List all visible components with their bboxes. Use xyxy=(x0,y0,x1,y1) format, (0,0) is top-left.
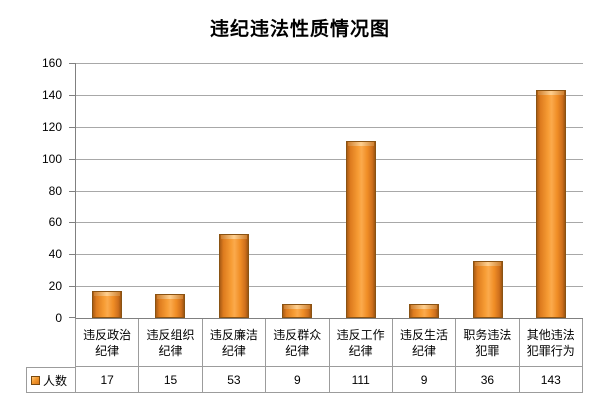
legend-series-swatch-icon xyxy=(31,375,40,385)
bar-top-highlight xyxy=(157,295,183,299)
gridline xyxy=(75,126,583,128)
category-label-line: 犯罪行为 xyxy=(526,343,575,358)
y-axis-tick xyxy=(69,94,75,96)
category-label-line: 纪律 xyxy=(158,343,183,358)
value-cell: 9 xyxy=(393,367,457,392)
category-label-line: 违反工作 xyxy=(336,327,385,342)
category-label-line: 纪律 xyxy=(221,343,246,358)
y-tick-label: 120 xyxy=(41,119,62,134)
value-cell: 111 xyxy=(330,367,393,392)
category-label-line: 违反组织 xyxy=(146,327,195,342)
value-cell: 17 xyxy=(76,367,140,392)
category-label-row: 违反政治 纪律 违反组织 纪律 违反廉洁 纪律 违反群众 纪律 违反工作 纪律 违反生活 纪律 职务违法… xyxy=(75,318,583,367)
bar-top-highlight xyxy=(475,262,501,266)
bar xyxy=(536,90,566,318)
category-label-line: 其他违法 xyxy=(526,327,575,342)
bar xyxy=(473,261,503,318)
y-axis-tick xyxy=(69,126,75,128)
category-label-line: 违反廉洁 xyxy=(209,327,258,342)
category-cell: 违反廉洁 纪律 xyxy=(203,319,267,366)
legend: 人数 xyxy=(26,367,76,393)
y-axis-tick xyxy=(69,317,75,318)
y-axis-tick xyxy=(69,190,75,192)
category-cell: 违反群众 纪律 xyxy=(266,319,330,366)
y-tick-label: 40 xyxy=(48,247,62,262)
bar-top-highlight xyxy=(538,91,564,95)
category-label-line: 违反群众 xyxy=(273,327,322,342)
category-label-line: 犯罪 xyxy=(475,343,500,358)
gridline xyxy=(75,158,583,160)
y-axis-tick xyxy=(69,63,75,64)
bar-top-highlight xyxy=(94,292,120,296)
bar xyxy=(346,141,376,318)
category-label-line: 纪律 xyxy=(348,343,373,358)
y-tick-label: 60 xyxy=(48,215,62,230)
value-cell: 15 xyxy=(139,367,203,392)
category-label-line: 纪律 xyxy=(95,343,120,358)
category-label-line: 职务违法 xyxy=(463,327,512,342)
y-axis-tick xyxy=(69,254,75,256)
plot-area xyxy=(69,63,583,318)
y-tick-label: 80 xyxy=(48,183,62,198)
category-label-line: 违反生活 xyxy=(400,327,449,342)
gridline xyxy=(75,222,583,224)
category-cell: 违反工作 纪律 xyxy=(330,319,393,366)
bar xyxy=(219,234,249,318)
bar xyxy=(92,291,122,318)
y-axis-tick xyxy=(69,222,75,224)
y-tick-label: 160 xyxy=(41,56,62,70)
gridline xyxy=(75,63,583,64)
chart-title: 违纪违法性质情况图 xyxy=(209,19,390,40)
value-cell: 36 xyxy=(456,367,520,392)
value-cell: 53 xyxy=(203,367,267,392)
legend-series-label: 人数 xyxy=(43,373,68,388)
category-cell: 违反组织 纪律 xyxy=(139,319,203,366)
category-cell: 违反生活 纪律 xyxy=(393,319,457,366)
gridline xyxy=(75,94,583,96)
y-tick-label: 100 xyxy=(41,151,62,166)
gridline xyxy=(75,190,583,192)
category-cell: 违反政治 纪律 xyxy=(76,319,140,366)
value-row: 17 15 53 9 111 9 36 143 xyxy=(75,367,583,393)
y-axis-tick xyxy=(69,158,75,160)
bar xyxy=(155,294,185,318)
category-cell: 其他违法 犯罪行为 xyxy=(520,319,583,366)
bar-top-highlight xyxy=(348,142,374,146)
gridline xyxy=(75,254,583,256)
category-label-line: 违反政治 xyxy=(83,327,132,342)
gridline xyxy=(75,286,583,288)
bar xyxy=(409,304,439,318)
value-cell: 143 xyxy=(520,367,583,392)
bar-top-highlight xyxy=(284,305,310,309)
bar-top-highlight xyxy=(411,305,437,309)
bar-top-highlight xyxy=(221,235,247,239)
y-axis-line xyxy=(75,63,76,318)
y-axis-tick xyxy=(69,286,75,288)
bar xyxy=(282,304,312,318)
y-tick-label: 20 xyxy=(48,279,62,294)
category-label-line: 纪律 xyxy=(412,343,437,358)
value-cell: 9 xyxy=(266,367,330,392)
category-label-line: 纪律 xyxy=(285,343,310,358)
category-cell: 职务违法 犯罪 xyxy=(456,319,520,366)
y-tick-label: 0 xyxy=(55,311,62,325)
y-tick-label: 140 xyxy=(41,87,62,102)
